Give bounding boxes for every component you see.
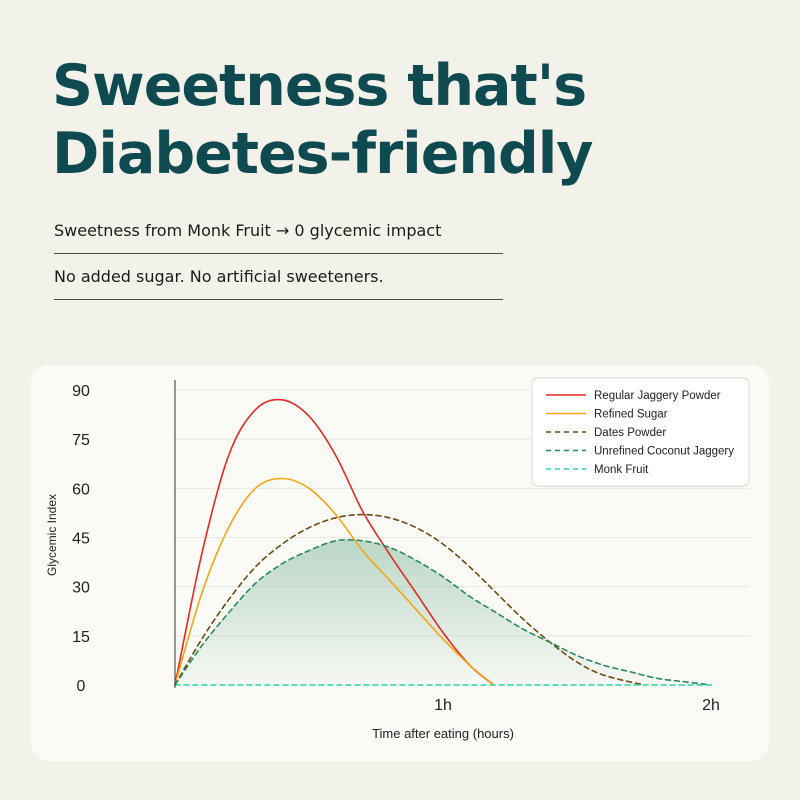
y-tick-label: 15 (72, 629, 90, 646)
headline: Sweetness that's Diabetes-friendly (52, 52, 593, 188)
series-lines (174, 398, 712, 686)
y-tick-label: 45 (72, 531, 90, 548)
coconut-jaggery-area (175, 539, 711, 685)
x-axis-label: Time after eating (hours) (372, 726, 514, 741)
x-tick-label: 1h (434, 697, 452, 714)
legend-label: Monk Fruit (594, 464, 649, 476)
legend-label: Refined Sugar (594, 409, 668, 421)
series-line-refined-sugar (174, 477, 495, 686)
y-tick-label: 60 (72, 481, 90, 498)
legend-box (531, 377, 750, 487)
benefit-monk-fruit: Sweetness from Monk Fruit → 0 glycemic i… (54, 221, 503, 254)
headline-line-2: Diabetes-friendly (52, 121, 593, 187)
headline-line-1: Sweetness that's (52, 53, 587, 119)
legend-label: Dates Powder (594, 427, 666, 439)
series-line-regular-jaggery-powder (174, 398, 495, 686)
benefit-no-added-sugar: No added sugar. No artificial sweeteners… (54, 267, 503, 300)
series-line-unrefined-coconut-jaggery (174, 538, 712, 686)
tick-labels: 0 15 30 45 60 75 90 1h 2h (72, 383, 720, 714)
y-tick-label: 0 (77, 678, 86, 695)
series-line-dates-powder (174, 513, 645, 686)
y-axis-label: Glycemic Index (45, 494, 59, 576)
legend-label: Regular Jaggery Powder (594, 390, 721, 402)
y-tick-label: 75 (72, 432, 90, 449)
area-fill (175, 539, 711, 685)
x-tick-label: 2h (702, 697, 720, 714)
y-tick-label: 30 (72, 580, 90, 597)
legend: Regular Jaggery Powder Refined Sugar Dates… (531, 377, 750, 487)
y-tick-label: 90 (72, 383, 90, 400)
legend-label: Unrefined Coconut Jaggery (594, 446, 734, 458)
